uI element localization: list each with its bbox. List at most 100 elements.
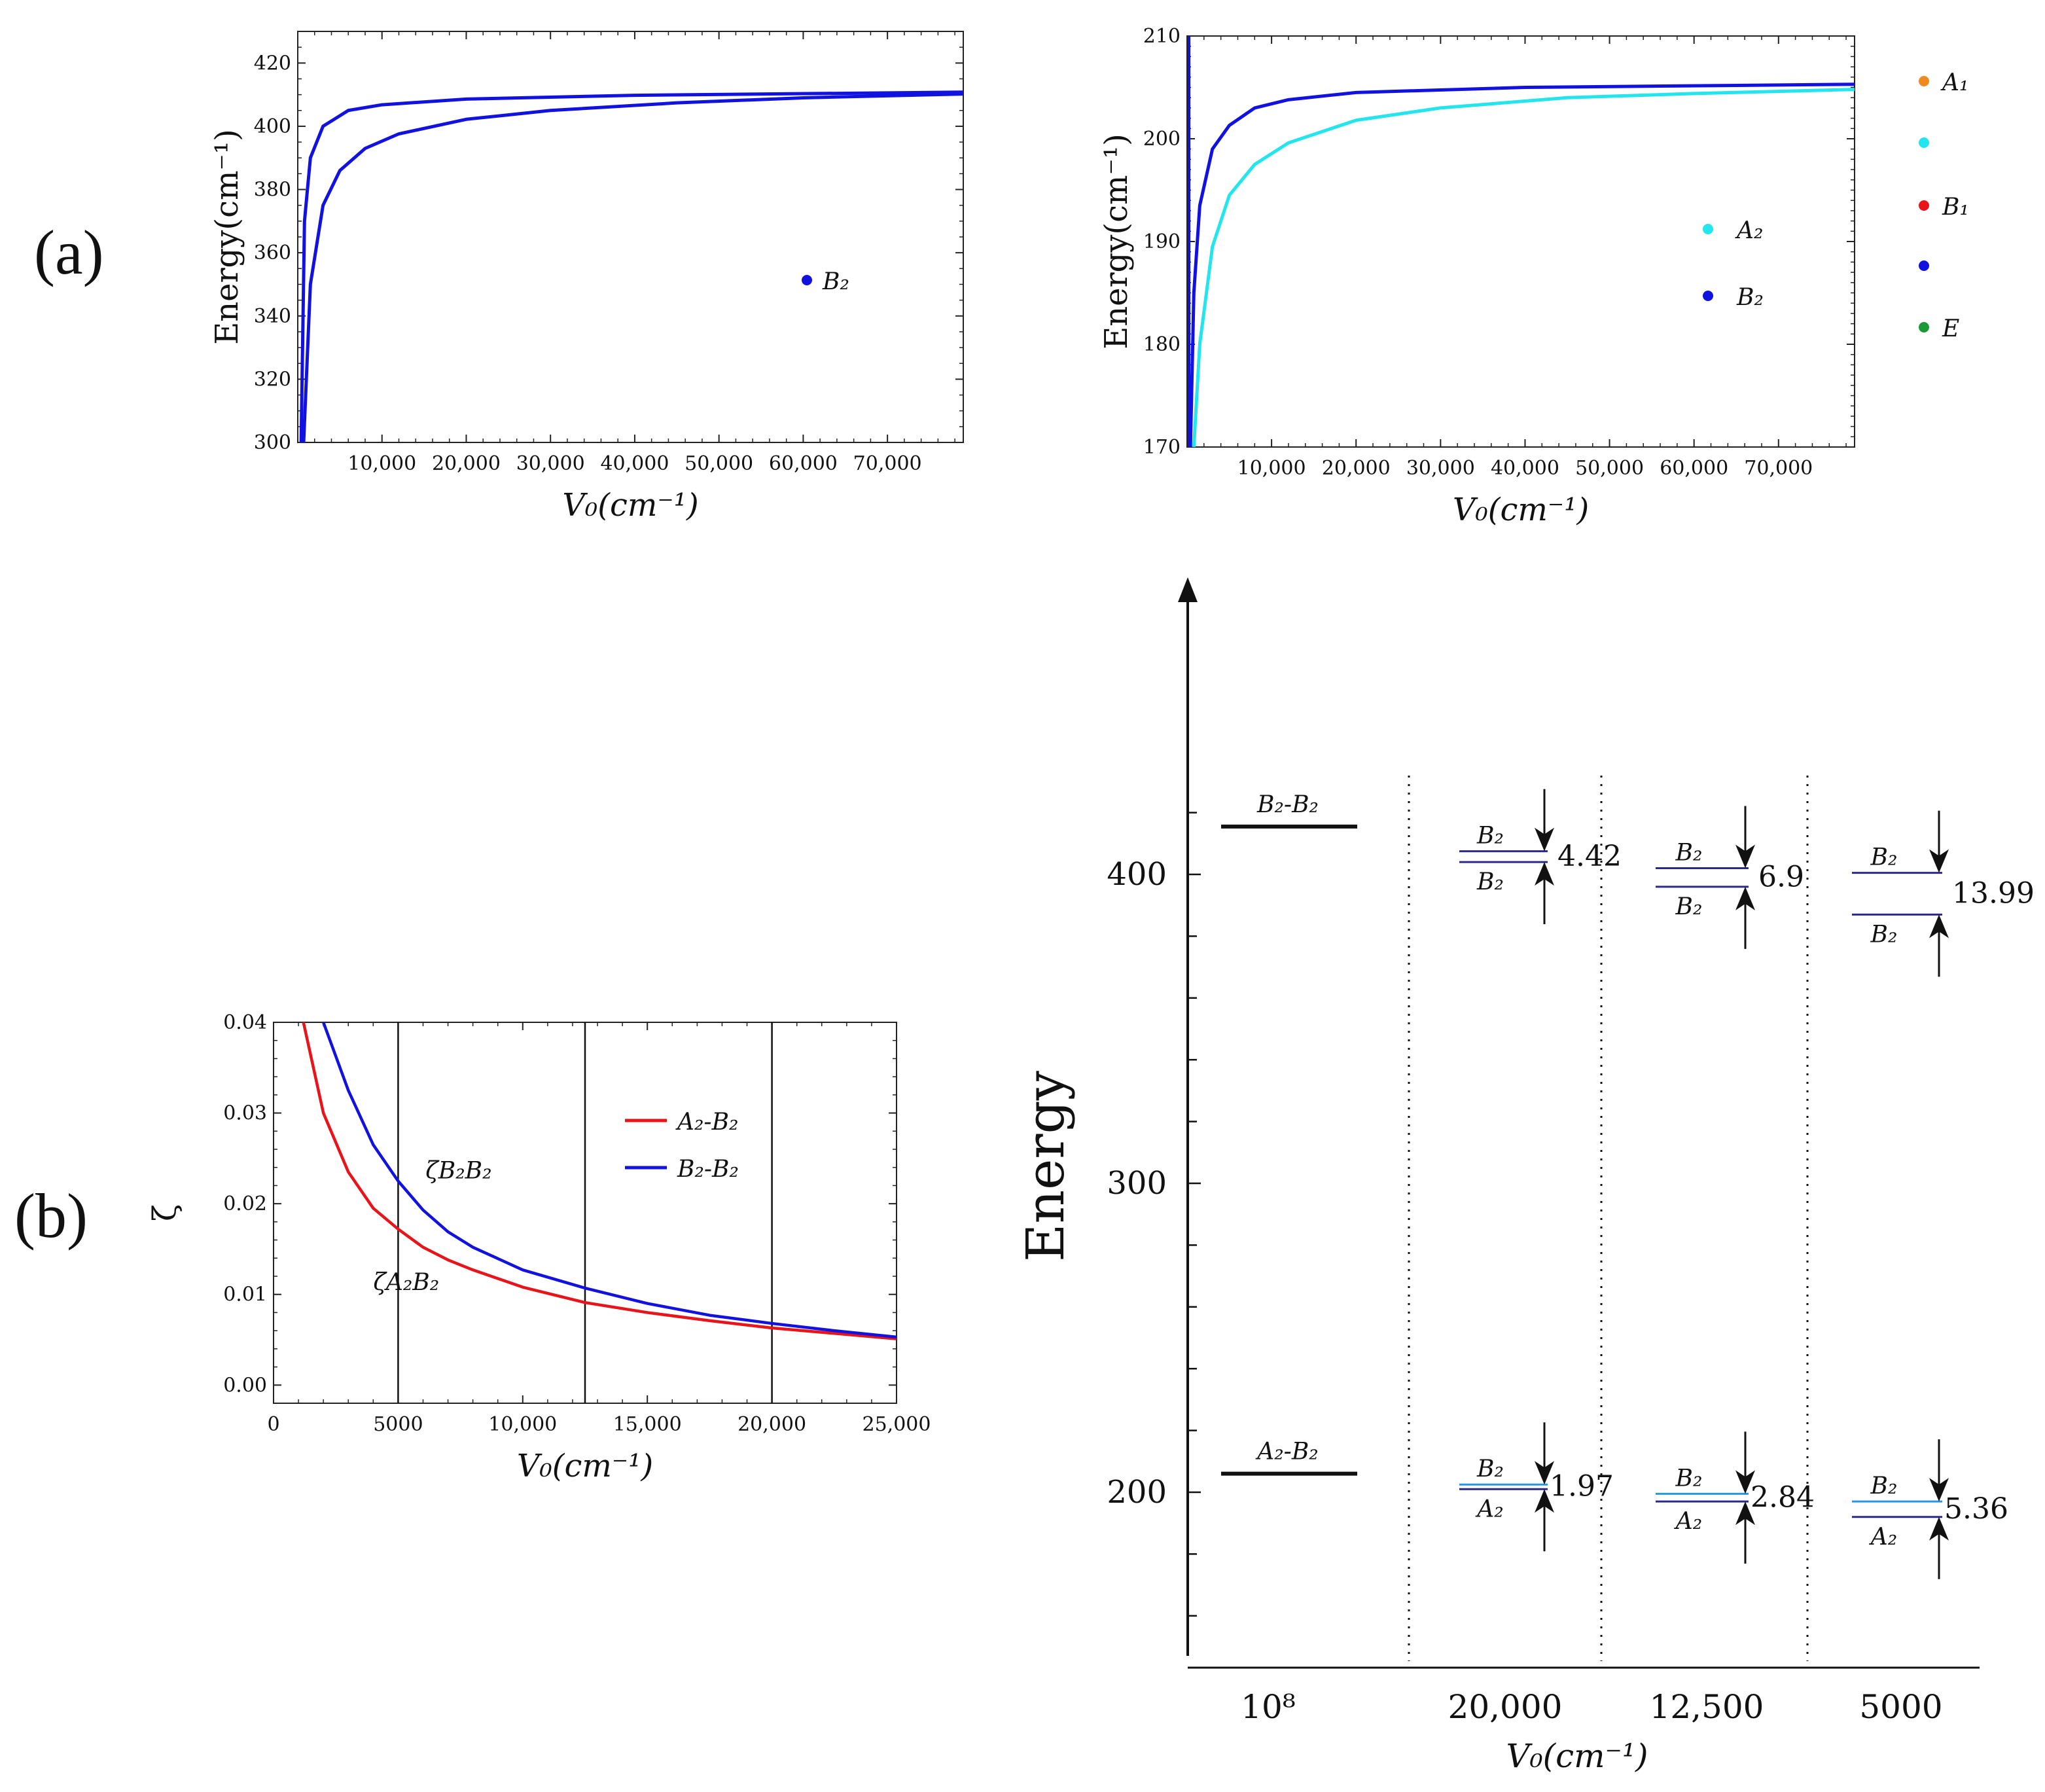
x-tick-label: 60,000 <box>1660 457 1728 480</box>
upper-bottom-label-3: B₂ <box>1870 921 1898 948</box>
lower-top-label-1: B₂ <box>1476 1456 1504 1482</box>
series-line-0 <box>299 90 964 443</box>
x-tick-label: 30,000 <box>516 452 585 475</box>
upper-arrow-up-3-head <box>1929 914 1949 939</box>
y-tick-label: 300 <box>254 431 291 454</box>
legend-label-1: B₂ <box>1736 284 1764 311</box>
lower-bottom-label-1: A₂ <box>1475 1496 1503 1522</box>
y-tick-label: 300 <box>1107 1165 1167 1202</box>
side-legend-marker-1 <box>1919 137 1929 148</box>
x-tick-label: 10,000 <box>347 452 416 475</box>
x-tick-label: 70,000 <box>853 452 922 475</box>
column-label-3: 5000 <box>1859 1688 1942 1726</box>
x-axis-title: V₀(cm⁻¹) <box>562 487 698 524</box>
upper-arrow-up-1-head <box>1535 862 1554 886</box>
upper-bottom-label-1: B₂ <box>1476 869 1504 895</box>
curve-annotation-0: ζB₂B₂ <box>425 1157 491 1184</box>
lower-arrow-down-2-head <box>1735 1470 1755 1494</box>
y-axis-title: Energy <box>1015 1071 1076 1262</box>
x-tick-label: 25,000 <box>862 1413 931 1436</box>
panel-label-a: (a) <box>34 217 104 287</box>
series-line-1 <box>302 92 964 443</box>
x-tick-label: 40,000 <box>1491 457 1559 480</box>
side-legend-label-0: A₁ <box>1940 69 1968 96</box>
x-tick-label: 40,000 <box>600 452 669 475</box>
legend-label-0: A₂-B₂ <box>675 1109 738 1136</box>
legend-marker-0 <box>802 275 812 285</box>
upper-bottom-label-2: B₂ <box>1675 893 1703 920</box>
y-tick-label: 170 <box>1143 436 1181 459</box>
y-axis-title: ζ <box>147 1204 183 1221</box>
side-legend-label-2: B₁ <box>1942 194 1969 221</box>
side-legend-marker-4 <box>1919 322 1929 332</box>
x-tick-label: 50,000 <box>1575 457 1644 480</box>
y-tick-label: 0.01 <box>223 1283 267 1306</box>
chart-b: 0 5000 10,000 15,000 20,000 25,000 0.00 0.01 0.0… <box>147 1011 931 1484</box>
column-label-2: 12,500 <box>1650 1688 1764 1726</box>
series-line-0 <box>302 1022 897 1340</box>
y-tick-label: 180 <box>1143 333 1181 356</box>
x-tick-label: 5000 <box>373 1413 423 1436</box>
upper-arrow-down-1-head <box>1535 827 1554 851</box>
legend-label-0: B₂ <box>822 268 849 295</box>
y-tick-label: 400 <box>254 115 291 138</box>
upper-top-label-2: B₂ <box>1675 840 1703 867</box>
chart-a-right: 10,000 20,000 30,000 40,000 50,000 60,000 70,0… <box>1098 25 1855 528</box>
upper-gap-label-3: 13.99 <box>1952 877 2035 910</box>
side-legend-label-4: E <box>1942 315 1959 342</box>
upper-top-label-3: B₂ <box>1870 844 1898 871</box>
y-tick-label: 420 <box>254 52 291 75</box>
x-tick-label: 0 <box>267 1413 279 1436</box>
x-tick-label: 10,000 <box>1237 457 1306 480</box>
y-tick-label: 0.00 <box>223 1374 267 1397</box>
panel-label-b: (b) <box>14 1181 88 1251</box>
y-tick-label: 400 <box>1107 856 1167 893</box>
y-tick-label: 0.04 <box>223 1011 267 1034</box>
y-tick-label: 320 <box>254 368 291 391</box>
lower-gap-label-3: 5.36 <box>1944 1492 2008 1526</box>
side-legend-marker-0 <box>1919 76 1929 86</box>
y-tick-label: 190 <box>1143 230 1181 253</box>
y-tick-label: 380 <box>254 179 291 202</box>
upper-arrow-down-2-head <box>1735 844 1755 869</box>
column-label-1: 20,000 <box>1448 1688 1563 1726</box>
y-tick-label: 0.02 <box>223 1192 267 1215</box>
x-tick-label: 50,000 <box>685 452 753 475</box>
lower-arrow-down-1-head <box>1535 1461 1554 1485</box>
legend-marker-1 <box>1703 291 1713 301</box>
upper-gap-label-1: 4.42 <box>1557 840 1622 873</box>
lower-top-label-3: B₂ <box>1870 1473 1898 1499</box>
y-axis-title: Energy(cm⁻¹) <box>209 129 245 345</box>
limit-level-label-0: B₂-B₂ <box>1256 791 1319 818</box>
y-tick-label: 340 <box>254 305 291 328</box>
x-tick-label: 30,000 <box>1406 457 1475 480</box>
upper-arrow-down-3-head <box>1929 849 1949 873</box>
x-tick-label: 20,000 <box>432 452 501 475</box>
x-axis-title: V₀(cm⁻¹) <box>1506 1737 1648 1775</box>
chart-c: 200 300 400 Energy V₀(cm⁻¹) 10⁸ 20,000 12,500 50… <box>1015 577 2035 1775</box>
x-tick-label: 70,000 <box>1744 457 1813 480</box>
x-axis-title: V₀(cm⁻¹) <box>517 1448 653 1484</box>
series-line-1 <box>1188 82 1855 448</box>
legend-label-1: B₂-B₂ <box>677 1156 739 1183</box>
y-tick-label: 210 <box>1143 25 1181 48</box>
upper-arrow-up-2-head <box>1735 886 1755 910</box>
side-legend-marker-3 <box>1919 260 1929 271</box>
curve-annotation-1: ζA₂B₂ <box>373 1269 439 1296</box>
series-line-1 <box>322 1022 897 1339</box>
lower-gap-label-2: 2.84 <box>1751 1480 1815 1514</box>
lower-gap-label-1: 1.97 <box>1550 1470 1614 1503</box>
lower-arrow-down-3-head <box>1929 1478 1949 1502</box>
lower-arrow-up-3-head <box>1929 1516 1949 1541</box>
x-tick-label: 15,000 <box>613 1413 682 1436</box>
x-axis-title: V₀(cm⁻¹) <box>1453 492 1589 528</box>
x-tick-label: 10,000 <box>488 1413 557 1436</box>
lower-arrow-up-1-head <box>1535 1489 1554 1513</box>
y-axis-title: Energy(cm⁻¹) <box>1098 134 1135 349</box>
energy-axis-arrowhead <box>1178 577 1198 602</box>
y-tick-label: 200 <box>1107 1474 1167 1511</box>
x-tick-label: 20,000 <box>1322 457 1391 480</box>
side-legend-marker-2 <box>1919 200 1929 211</box>
x-tick-label: 60,000 <box>769 452 838 475</box>
